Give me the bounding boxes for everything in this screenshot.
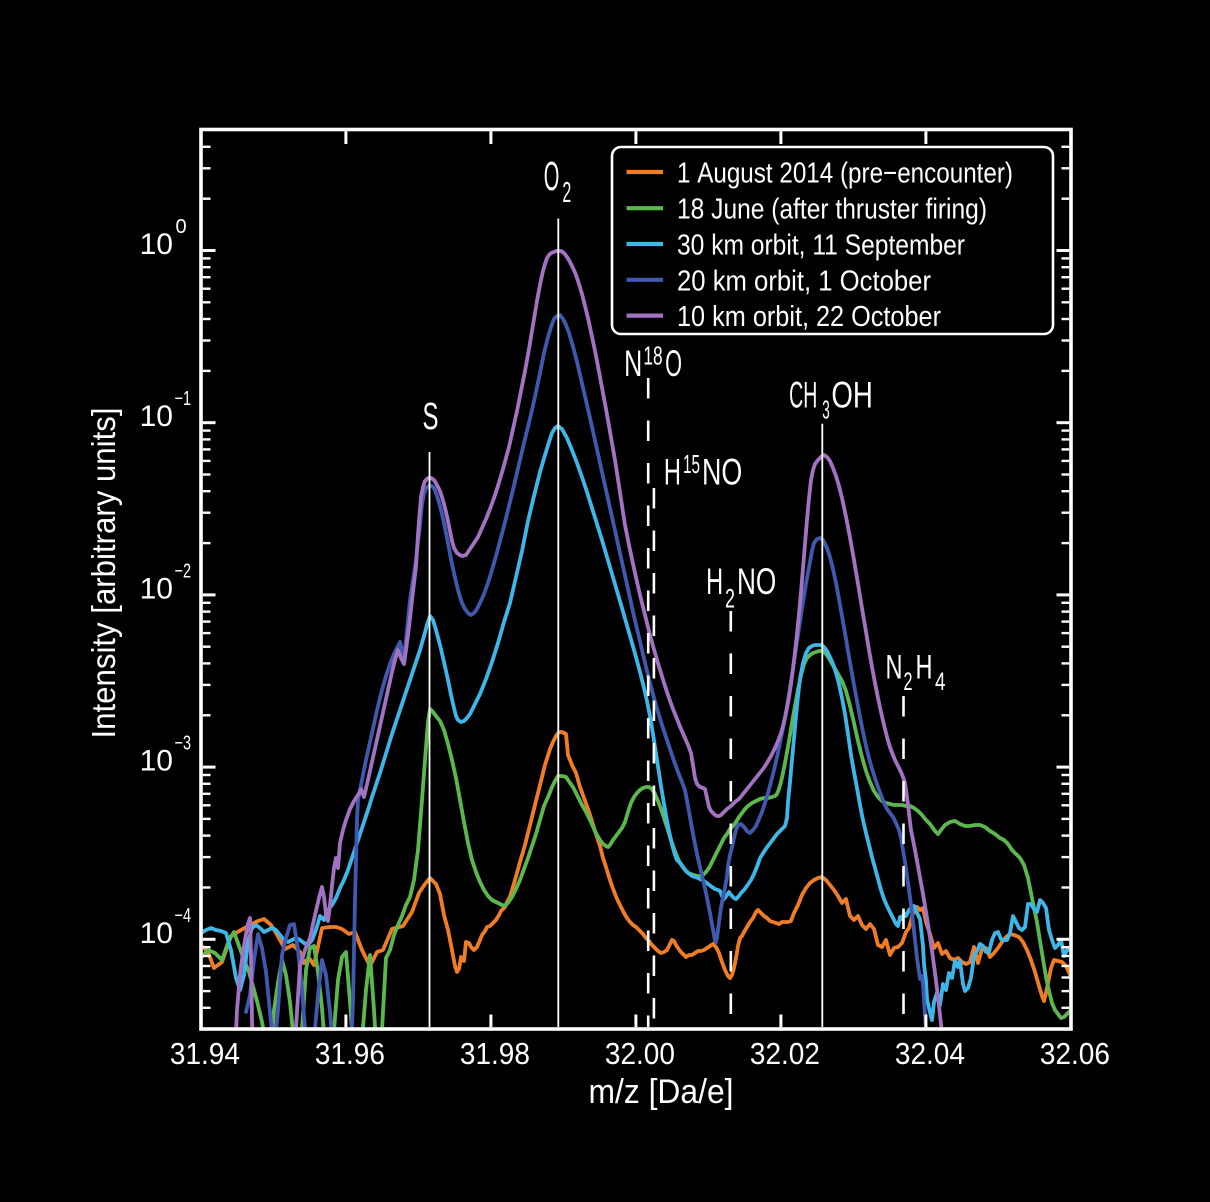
svg-text:32.00: 32.00 [605, 1037, 675, 1071]
svg-text:3: 3 [822, 395, 830, 425]
svg-text:H: H [664, 451, 681, 492]
svg-text:Intensity [arbitrary units]: Intensity [arbitrary units] [85, 408, 122, 739]
svg-text:10: 10 [140, 228, 173, 261]
svg-text:−3: −3 [175, 733, 192, 755]
svg-text:0: 0 [176, 216, 187, 238]
svg-text:4: 4 [935, 668, 946, 696]
svg-text:10: 10 [140, 400, 173, 433]
svg-text:32.02: 32.02 [750, 1037, 820, 1071]
svg-text:NO: NO [737, 561, 776, 602]
svg-text:31.98: 31.98 [460, 1037, 530, 1071]
svg-text:OH: OH [831, 374, 873, 415]
svg-text:H: H [916, 649, 933, 687]
svg-text:31.96: 31.96 [315, 1037, 385, 1071]
svg-text:2: 2 [904, 668, 913, 696]
svg-text:O: O [665, 343, 682, 384]
svg-text:18: 18 [643, 341, 662, 371]
svg-text:31.94: 31.94 [170, 1037, 240, 1071]
svg-text:−2: −2 [175, 560, 192, 582]
svg-text:H: H [706, 561, 723, 602]
svg-text:32.04: 32.04 [895, 1037, 965, 1071]
svg-text:20 km orbit, 1 October: 20 km orbit, 1 October [677, 265, 931, 297]
svg-text:32.06: 32.06 [1040, 1037, 1110, 1071]
svg-text:NO: NO [702, 451, 742, 492]
svg-text:18 June (after thruster firing: 18 June (after thruster firing) [677, 194, 987, 226]
svg-text:1 August 2014 (pre−encounter): 1 August 2014 (pre−encounter) [677, 158, 1013, 190]
svg-text:10 km orbit, 22 October: 10 km orbit, 22 October [677, 301, 941, 333]
svg-text:O: O [544, 153, 560, 199]
svg-text:m/z [Da/e]: m/z [Da/e] [589, 1073, 734, 1111]
svg-text:−1: −1 [175, 388, 192, 410]
svg-text:2: 2 [562, 177, 571, 209]
svg-text:N: N [886, 649, 903, 687]
svg-text:S: S [423, 396, 439, 438]
svg-text:30 km orbit, 11 September: 30 km orbit, 11 September [677, 230, 965, 262]
svg-text:10: 10 [140, 917, 173, 950]
svg-text:10: 10 [140, 745, 173, 778]
svg-text:10: 10 [140, 572, 173, 605]
svg-text:CH: CH [789, 374, 817, 415]
svg-text:−4: −4 [175, 905, 192, 927]
svg-text:2: 2 [725, 583, 735, 613]
svg-text:15: 15 [683, 449, 700, 479]
svg-text:N: N [624, 343, 642, 384]
